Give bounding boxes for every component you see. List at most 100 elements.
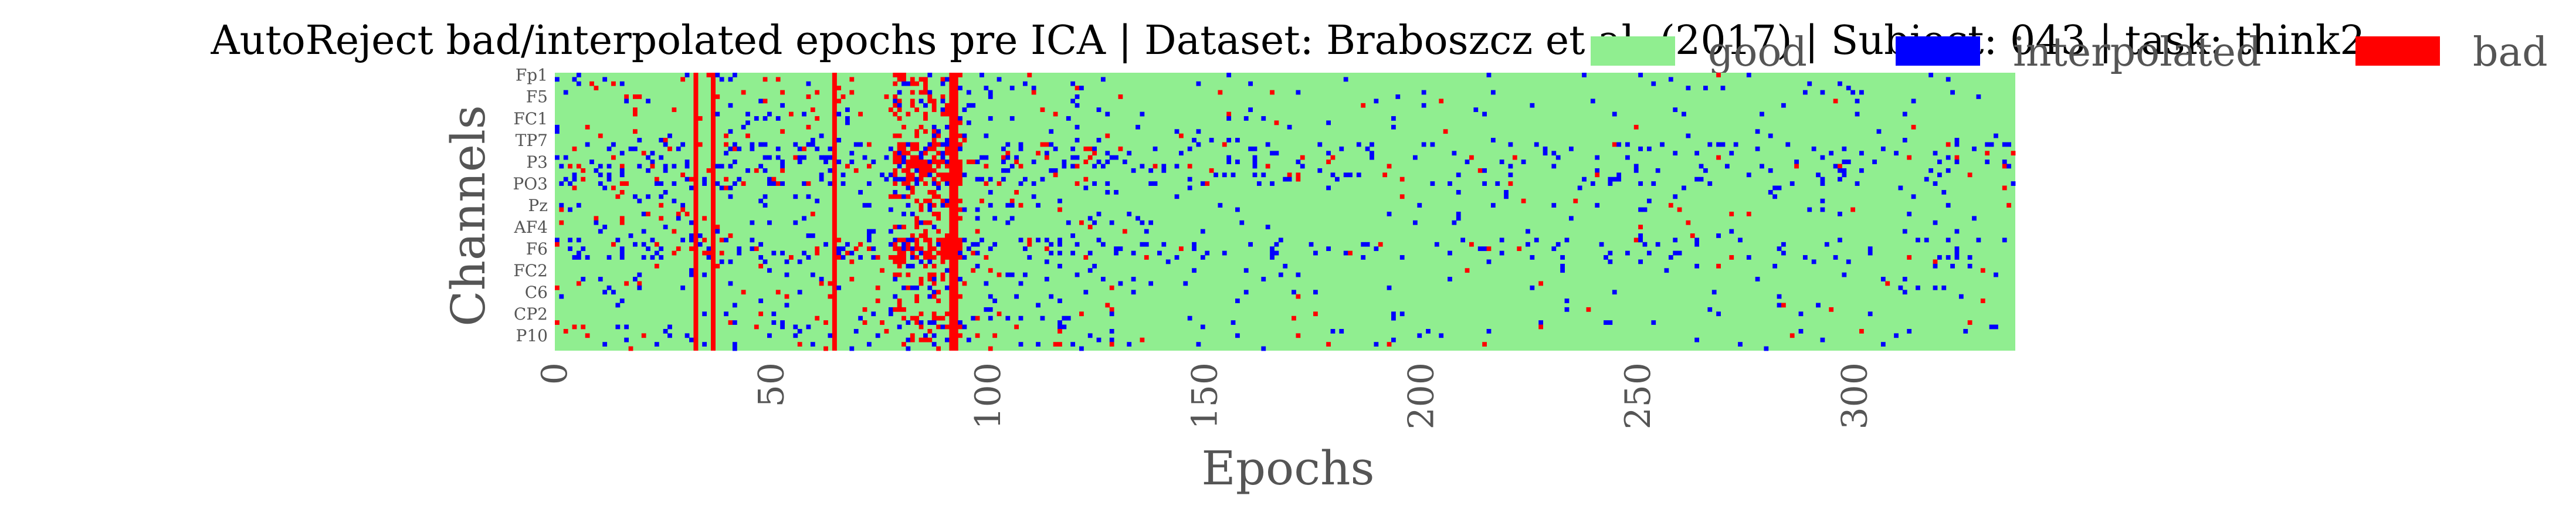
interpolated-cell xyxy=(715,111,720,117)
bad-cell xyxy=(914,146,920,151)
interpolated-cell xyxy=(1699,177,1704,182)
interpolated-cell xyxy=(1057,250,1062,256)
interpolated-cell xyxy=(1075,124,1080,130)
bad-cell xyxy=(1153,164,1158,169)
interpolated-cell xyxy=(1214,172,1218,178)
interpolated-cell xyxy=(1178,151,1184,156)
interpolated-cell xyxy=(1196,129,1201,134)
interpolated-cell xyxy=(1070,155,1076,160)
interpolated-cell xyxy=(594,220,599,225)
bad-cell xyxy=(1465,268,1470,273)
interpolated-cell xyxy=(1568,216,1574,221)
interpolated-cell xyxy=(1989,324,1994,330)
interpolated-cell xyxy=(828,146,833,151)
interpolated-cell xyxy=(1049,142,1054,147)
interpolated-cell xyxy=(1833,164,1838,169)
interpolated-cell xyxy=(1954,160,1960,164)
interpolated-cell xyxy=(663,142,668,147)
bad-cell xyxy=(906,168,911,173)
bad-cell xyxy=(624,281,629,286)
interpolated-cell xyxy=(793,220,798,225)
interpolated-cell xyxy=(1235,298,1240,303)
y-tick-label: Fp1 xyxy=(516,66,548,85)
interpolated-cell xyxy=(927,285,933,290)
interpolated-cell xyxy=(944,160,950,164)
bad-cell xyxy=(619,164,625,169)
interpolated-cell xyxy=(1092,263,1097,269)
bad-cell xyxy=(936,229,941,234)
interpolated-cell xyxy=(1036,342,1040,347)
bad-cell xyxy=(1075,164,1080,169)
interpolated-cell xyxy=(1235,138,1240,142)
interpolated-cell xyxy=(1070,342,1076,347)
interpolated-cell xyxy=(680,237,686,243)
bad-cell xyxy=(1036,151,1040,156)
interpolated-cell xyxy=(893,177,898,182)
interpolated-cell xyxy=(802,250,806,256)
interpolated-cell xyxy=(1867,246,1873,252)
interpolated-cell xyxy=(689,272,694,277)
interpolated-cell xyxy=(1296,160,1301,164)
interpolated-cell xyxy=(927,172,933,178)
bad-cell xyxy=(1109,342,1114,347)
bad-cell xyxy=(914,220,920,225)
interpolated-cell xyxy=(836,111,842,117)
interpolated-cell xyxy=(1243,116,1249,121)
interpolated-cell xyxy=(1114,189,1118,195)
interpolated-cell xyxy=(1001,160,1006,164)
interpolated-cell xyxy=(1114,155,1118,160)
bad-cell xyxy=(1378,242,1383,247)
interpolated-cell xyxy=(1551,164,1557,169)
interpolated-cell xyxy=(1057,298,1062,303)
interpolated-cell xyxy=(724,237,728,243)
interpolated-cell xyxy=(1391,337,1396,342)
interpolated-cell xyxy=(654,342,659,347)
bad-cell xyxy=(893,255,898,260)
bad-cell xyxy=(706,73,711,77)
interpolated-cell xyxy=(1448,277,1452,281)
interpolated-cell xyxy=(962,255,967,260)
bad-cell xyxy=(931,103,937,108)
interpolated-cell xyxy=(732,181,737,186)
interpolated-cell xyxy=(823,242,828,247)
interpolated-cell xyxy=(771,181,777,186)
interpolated-cell xyxy=(1001,168,1006,173)
interpolated-cell xyxy=(914,168,920,173)
legend-swatch-interpolated xyxy=(1896,36,1980,66)
interpolated-cell xyxy=(1339,328,1344,334)
interpolated-cell xyxy=(1278,237,1283,243)
interpolated-cell xyxy=(1694,263,1700,269)
interpolated-cell xyxy=(1985,142,1990,147)
interpolated-cell xyxy=(975,216,980,221)
interpolated-cell xyxy=(940,151,945,156)
bad-cell xyxy=(936,346,941,351)
interpolated-cell xyxy=(988,116,993,121)
interpolated-cell xyxy=(940,107,945,113)
bad-cell xyxy=(845,164,850,169)
interpolated-cell xyxy=(762,259,768,264)
bad-cell xyxy=(1053,342,1058,347)
bad-cell xyxy=(1044,142,1049,147)
interpolated-cell xyxy=(1816,303,1821,308)
interpolated-cell xyxy=(1136,124,1140,130)
interpolated-cell xyxy=(1590,181,1595,186)
interpolated-cell xyxy=(1218,203,1223,208)
bad-cell xyxy=(880,268,884,273)
interpolated-cell xyxy=(1551,246,1557,252)
interpolated-cell xyxy=(1226,73,1232,77)
bad-cell xyxy=(702,237,707,243)
bad-cell xyxy=(633,107,638,113)
interpolated-cell xyxy=(684,177,690,182)
interpolated-cell xyxy=(849,160,855,164)
bad-cell xyxy=(836,237,842,243)
interpolated-cell xyxy=(585,142,590,147)
bad-cell xyxy=(815,246,820,252)
interpolated-cell xyxy=(2002,142,2007,147)
bad-cell xyxy=(958,255,962,260)
interpolated-cell xyxy=(793,142,798,147)
interpolated-cell xyxy=(1954,250,1960,256)
bad-cell xyxy=(624,94,629,99)
interpolated-cell xyxy=(1729,151,1734,156)
bad-cell xyxy=(927,328,933,334)
